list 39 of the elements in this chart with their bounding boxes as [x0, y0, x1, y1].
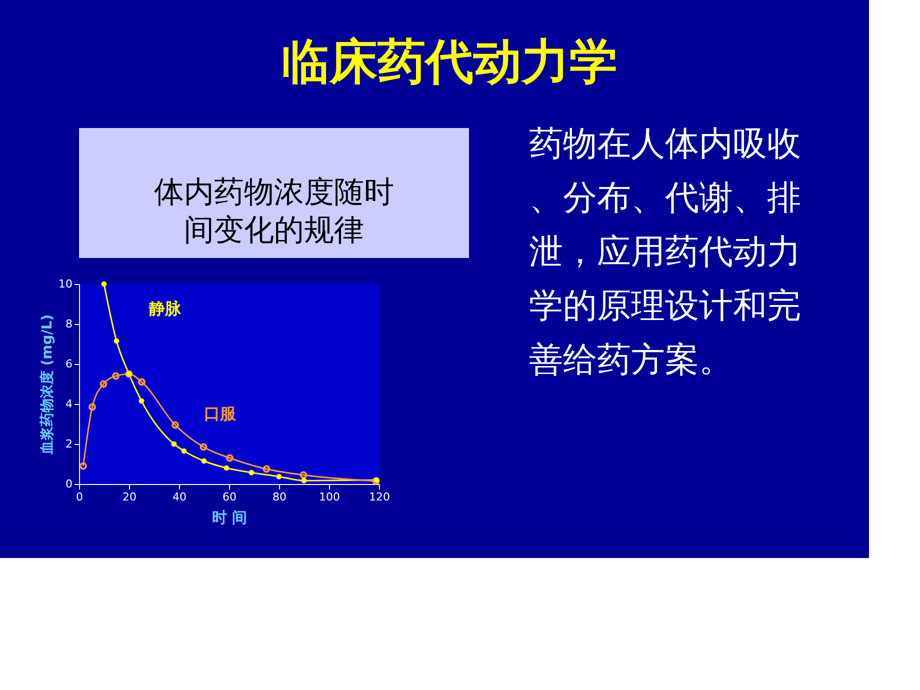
point: [248, 470, 254, 476]
series-label: 口服: [204, 404, 237, 423]
chart-subtitle: 体内药物浓度随时间变化的规律: [154, 175, 394, 248]
point: [276, 474, 282, 480]
y-tick-label: 10: [58, 278, 72, 290]
text: 静脉: [148, 299, 182, 318]
chart-title: 临床药代动力学: [282, 34, 618, 90]
y-tick-label: 0: [66, 478, 72, 490]
y-tick-label: 8: [66, 318, 72, 330]
y-tick-label: 4: [66, 398, 72, 410]
point: [138, 378, 146, 386]
point: [300, 471, 308, 479]
x-tick-label: 40: [172, 490, 186, 504]
y-tick-label: 2: [66, 438, 72, 450]
x-axis-title: 时 间: [212, 508, 248, 526]
point: [88, 403, 96, 411]
x-tick-label: 100: [319, 490, 340, 504]
point: [138, 398, 144, 404]
x-tick-label: 120: [369, 490, 390, 504]
text: 药物在人体内吸收、分布、代谢、排泄，应用药代动力学的原理设计和完善给药方案。: [529, 124, 801, 380]
point: [201, 458, 207, 464]
y-tick-label: 6: [66, 358, 72, 370]
y-axis-title: 血浆药物浓度 (mg/L): [38, 314, 56, 456]
x-tick-label: 0: [76, 490, 83, 504]
point: [171, 441, 177, 447]
point: [181, 448, 187, 454]
point: [112, 372, 120, 380]
point: [100, 380, 108, 388]
point: [301, 478, 307, 484]
x-tick-label: 80: [272, 490, 286, 504]
point: [262, 465, 270, 473]
point: [200, 443, 208, 451]
x-tick-label: 20: [122, 490, 136, 504]
point: [226, 454, 234, 462]
point: [101, 281, 107, 287]
point: [114, 338, 120, 344]
x-tick-label: 60: [222, 490, 236, 504]
point: [172, 421, 179, 429]
point: [224, 465, 230, 471]
